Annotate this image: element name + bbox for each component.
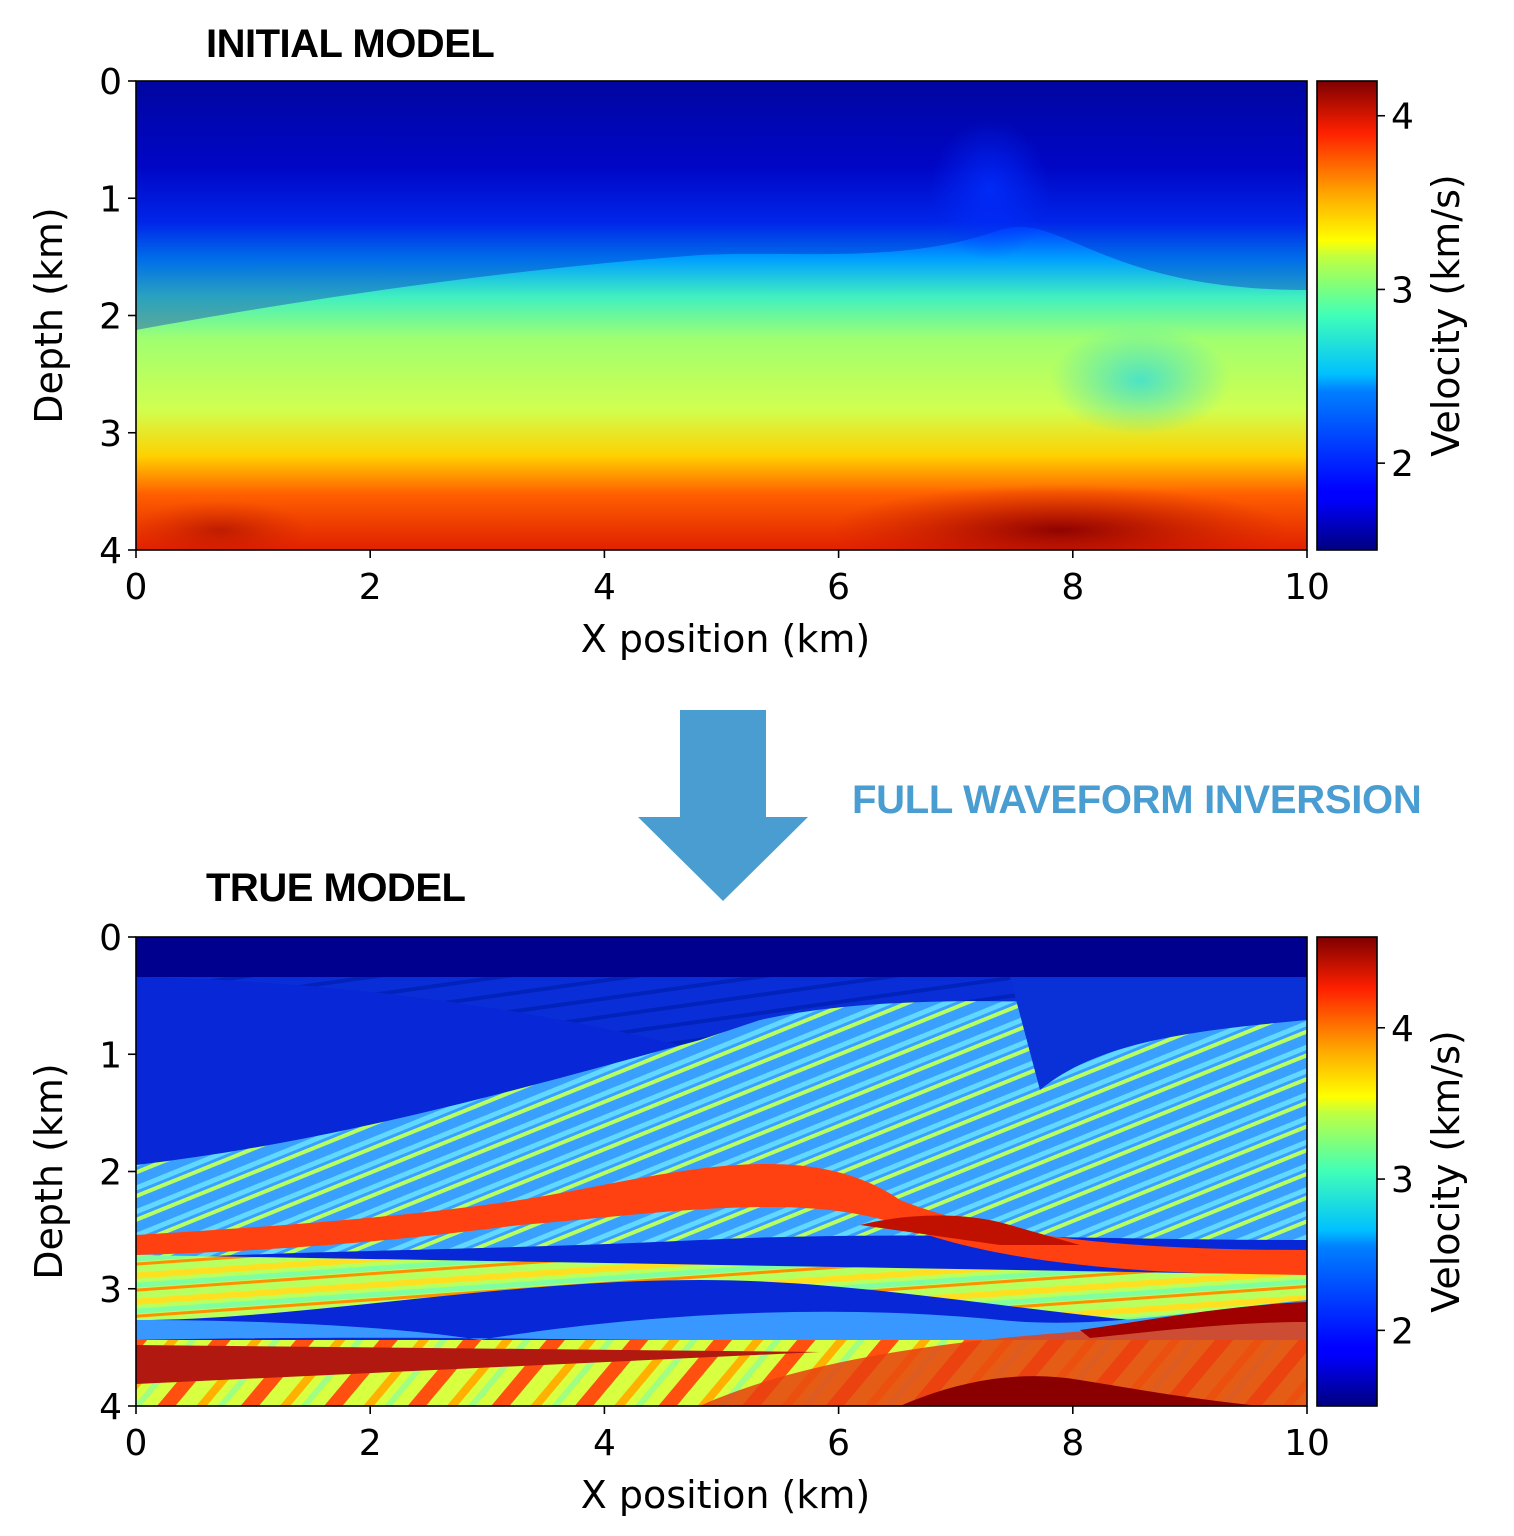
true-folded-strata xyxy=(136,1001,1307,1260)
true-y-tick-label: 3 xyxy=(99,1270,122,1311)
initial-y-axis-label: Depth (km) xyxy=(27,207,71,424)
initial-deep-high-left xyxy=(136,500,310,550)
initial-x-tick-label: 8 xyxy=(1061,567,1084,608)
initial-velocity-field xyxy=(136,81,1307,550)
true-colorbar-tick-label: 2 xyxy=(1391,1311,1414,1352)
true-x-tick-label: 0 xyxy=(125,1423,148,1464)
true-x-tick-label: 10 xyxy=(1284,1423,1330,1464)
true-x-tick-label: 8 xyxy=(1061,1423,1084,1464)
true-y-tick-label: 4 xyxy=(99,1387,122,1428)
true-y-tick-label: 0 xyxy=(99,918,122,959)
initial-y-tick-label: 4 xyxy=(99,531,122,572)
initial-y-tick-label: 0 xyxy=(99,62,122,103)
initial-x-tick-label: 10 xyxy=(1284,567,1330,608)
initial-velocity-anomaly xyxy=(1050,325,1230,435)
true-x-axis-label: X position (km) xyxy=(581,1473,870,1517)
down-arrow-icon xyxy=(638,710,808,901)
true-slow-band xyxy=(136,1300,1307,1345)
true-salt-streak xyxy=(1080,1302,1307,1338)
true-x-tick-label: 4 xyxy=(593,1423,616,1464)
initial-x-tick-label: 6 xyxy=(827,567,850,608)
initial-colorbar-tick-label: 4 xyxy=(1391,97,1414,138)
true-x-tick-label: 6 xyxy=(827,1423,850,1464)
true-y-tick-label: 2 xyxy=(99,1153,122,1194)
true-y-axis-label: Depth (km) xyxy=(27,1063,71,1280)
initial-colorbar-label: Velocity (km/s) xyxy=(1424,174,1468,456)
true-fault-block xyxy=(1010,977,1307,1090)
initial-y-tick-label: 3 xyxy=(99,414,122,455)
true-lower-strata xyxy=(136,1255,1307,1330)
initial-model-title: INITIAL MODEL xyxy=(206,22,495,66)
initial-colorbar xyxy=(1316,80,1378,551)
true-y-tick-label: 1 xyxy=(99,1035,122,1076)
true-deep-anticline xyxy=(900,1376,1260,1406)
true-colorbar xyxy=(1316,936,1378,1407)
initial-colorbar-tick-label: 2 xyxy=(1391,444,1414,485)
fwi-label: FULL WAVEFORM INVERSION xyxy=(852,778,1422,822)
initial-y-tick-label: 2 xyxy=(99,297,122,338)
true-fast-lens xyxy=(860,1215,1080,1245)
true-colorbar-label: Velocity (km/s) xyxy=(1424,1030,1468,1312)
initial-model-plot xyxy=(136,81,1307,550)
initial-blue-anomaly xyxy=(930,120,1050,260)
true-water-layer xyxy=(136,937,1307,977)
initial-deep-high xyxy=(830,485,1290,550)
true-model-plot xyxy=(136,937,1307,1406)
true-colorbar-tick-label: 4 xyxy=(1391,1009,1414,1050)
true-x-tick-label: 2 xyxy=(359,1423,382,1464)
initial-x-tick-label: 0 xyxy=(125,567,148,608)
true-model-title: TRUE MODEL xyxy=(206,866,466,910)
initial-colorbar-tick-label: 3 xyxy=(1391,270,1414,311)
true-salt-wedge xyxy=(136,1345,820,1384)
initial-x-tick-label: 4 xyxy=(593,567,616,608)
true-fast-band xyxy=(136,1163,1307,1275)
true-colorbar-tick-label: 3 xyxy=(1391,1160,1414,1201)
initial-y-tick-label: 1 xyxy=(99,179,122,220)
initial-x-axis-label: X position (km) xyxy=(581,617,870,661)
initial-x-tick-label: 2 xyxy=(359,567,382,608)
